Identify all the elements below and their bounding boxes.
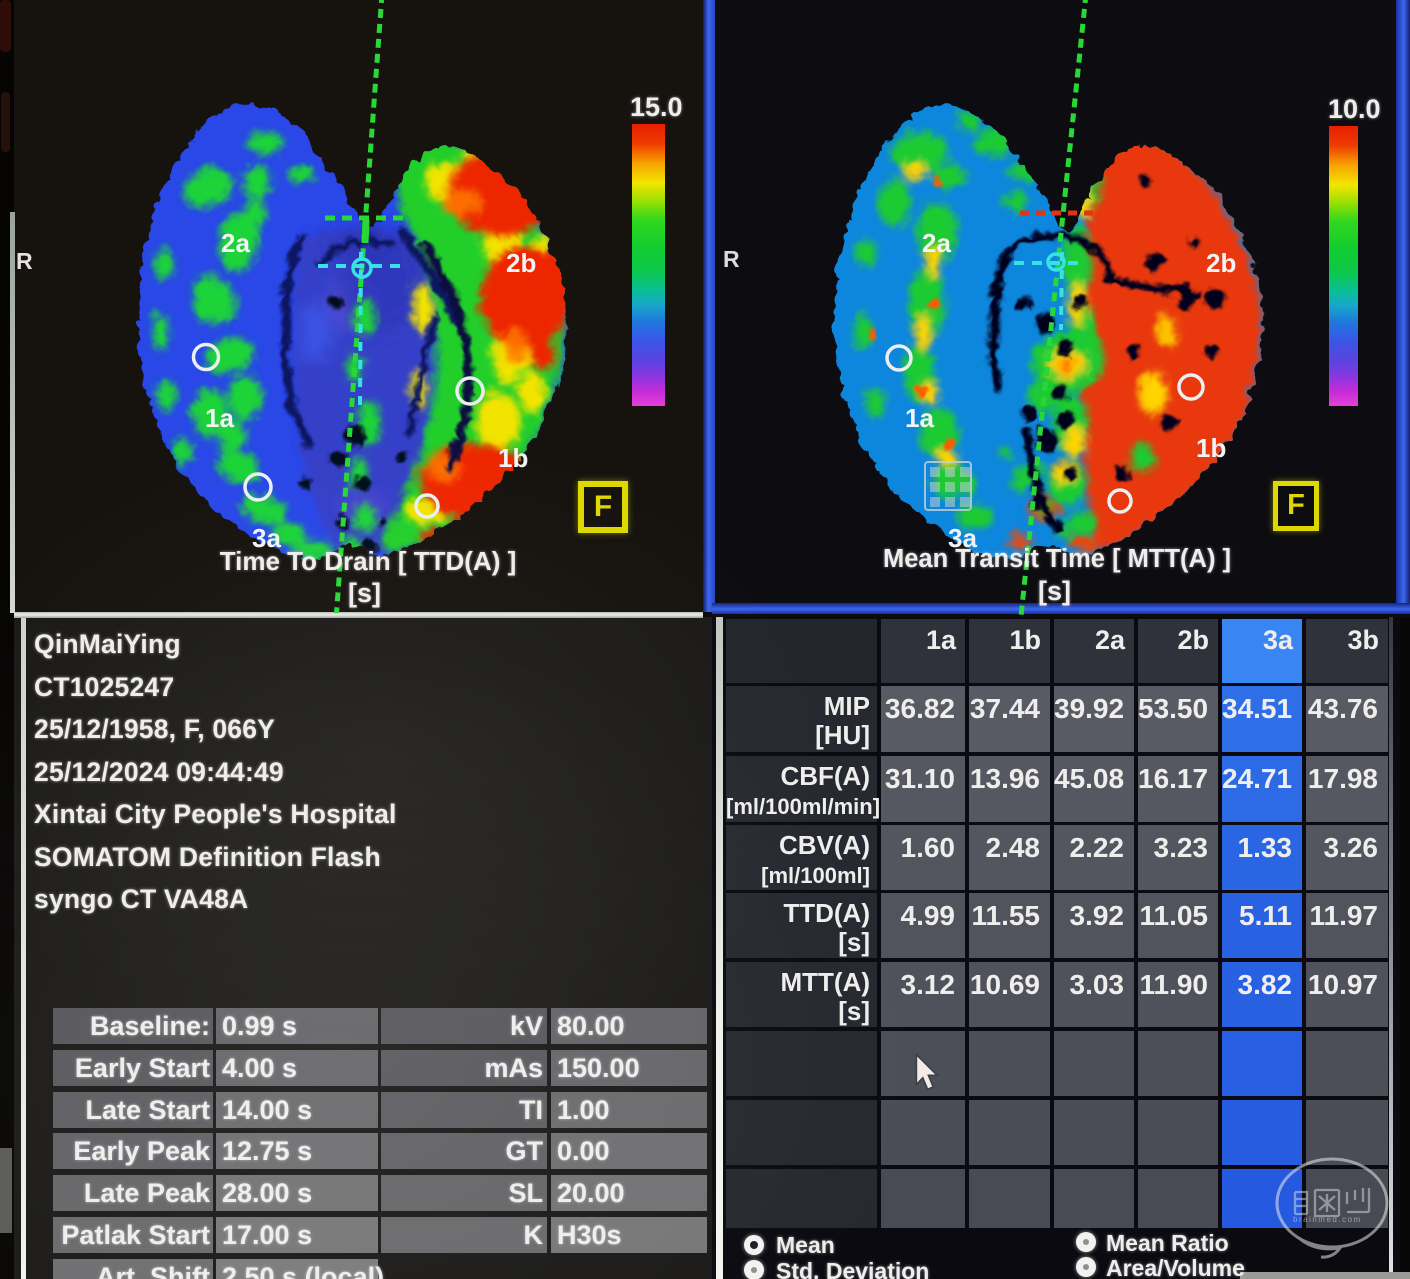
svg-text:3a: 3a (948, 523, 977, 553)
svg-text:1a: 1a (905, 403, 934, 433)
svg-text:2b: 2b (506, 248, 536, 278)
svg-text:1a: 1a (205, 403, 234, 433)
svg-text:2a: 2a (221, 228, 250, 258)
svg-text:1b: 1b (498, 443, 528, 473)
svg-text:1b: 1b (1196, 433, 1226, 463)
svg-text:brainmed.com: brainmed.com (1293, 1215, 1362, 1224)
svg-text:2a: 2a (922, 228, 951, 258)
svg-text:2b: 2b (1206, 248, 1236, 278)
svg-text:3a: 3a (252, 523, 281, 553)
